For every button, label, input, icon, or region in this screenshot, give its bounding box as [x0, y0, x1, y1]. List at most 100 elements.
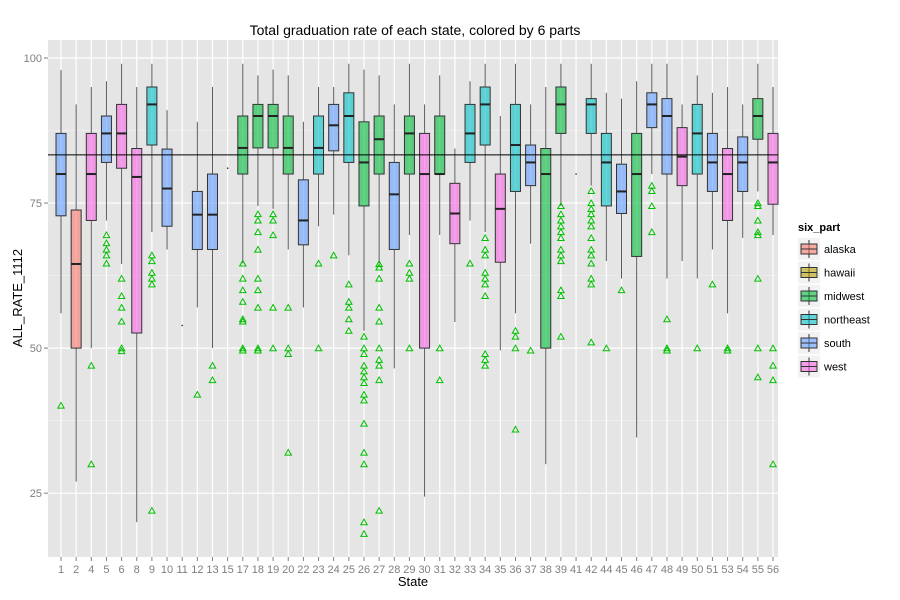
- box-west: [85, 132, 97, 221]
- x-tick-label: 12: [191, 564, 203, 576]
- x-tick-label: 9: [149, 564, 155, 576]
- box-state-23: [313, 87, 325, 352]
- legend-label: midwest: [824, 291, 864, 303]
- outlier-point: [344, 280, 353, 288]
- x-tick-label: 48: [661, 564, 673, 576]
- outlier-point: [405, 274, 414, 282]
- y-axis-title: ALL_RATE_1112: [10, 249, 25, 347]
- box-state-17: [237, 63, 249, 354]
- box-state-38: [540, 87, 552, 465]
- legend-item-northeast: northeast: [798, 308, 870, 331]
- box-state-26: [358, 69, 370, 537]
- x-axis: 1 2 4 5 6 8 9 10 11 12 13 15 17 18 19 20 22 23 24 25 26 27 28 2…: [58, 557, 779, 576]
- outlier-point: [405, 259, 414, 267]
- outlier-point: [723, 344, 732, 352]
- box-midwest: [540, 148, 552, 349]
- outlier-point: [375, 506, 384, 514]
- outlier-point: [147, 257, 156, 265]
- box-west: [722, 148, 734, 221]
- outlier-point: [647, 201, 656, 210]
- outlier-point: [768, 344, 778, 352]
- x-tick-label: 35: [494, 564, 506, 576]
- x-tick-label: 8: [134, 564, 140, 576]
- x-tick-label: 10: [161, 564, 173, 576]
- box-midwest: [267, 103, 279, 149]
- outlier-point: [284, 448, 293, 456]
- x-tick-label: 6: [119, 564, 125, 576]
- outlier-point: [587, 251, 596, 259]
- outlier-point: [117, 344, 126, 352]
- box-state-20: [282, 75, 294, 456]
- box-state-39: [555, 63, 567, 340]
- box-state-12: [191, 121, 203, 398]
- box-state-10: [161, 110, 173, 250]
- x-tick-label: 23: [312, 564, 324, 576]
- box-state-15: [226, 167, 229, 170]
- box-state-35: [494, 116, 506, 351]
- outlier-point: [359, 419, 369, 427]
- x-axis-title: State: [398, 574, 428, 589]
- outlier-point: [253, 274, 262, 282]
- outlier-point: [147, 506, 156, 514]
- outlier-point: [269, 230, 278, 239]
- outlier-point: [238, 259, 247, 267]
- x-tick-label: 27: [373, 564, 385, 576]
- box-state-8: [131, 87, 143, 523]
- box-state-4: [85, 87, 97, 468]
- x-tick-label: 26: [358, 564, 370, 576]
- x-tick-label: 50: [691, 564, 703, 576]
- outlier-point: [284, 349, 293, 358]
- box-south: [525, 144, 537, 187]
- box-state-22: [297, 121, 309, 308]
- outlier-point: [253, 344, 262, 352]
- outlier-point: [481, 251, 490, 259]
- box-west: [494, 173, 506, 263]
- outlier-point: [481, 233, 490, 241]
- outlier-point: [359, 529, 369, 537]
- outlier-point: [405, 344, 414, 352]
- box-state-24: [328, 87, 340, 259]
- outlier-point: [359, 448, 369, 456]
- legend-label: hawaii: [824, 268, 855, 280]
- outlier-point: [708, 280, 717, 288]
- outlier-point: [238, 286, 247, 294]
- box-state-28: [388, 104, 400, 369]
- box-state-32: [449, 148, 461, 322]
- outlier-point: [375, 361, 384, 369]
- box-state-46: [631, 81, 643, 438]
- x-tick-label: 29: [403, 564, 415, 576]
- outlier-point: [102, 259, 111, 267]
- box-state-1: [55, 70, 67, 409]
- outlier-point: [193, 390, 202, 398]
- outlier-point: [768, 376, 778, 384]
- outlier-point: [693, 344, 702, 352]
- box-west: [767, 132, 779, 205]
- y-tick-label: 25: [30, 488, 42, 500]
- box-northeast: [343, 92, 355, 163]
- box-south: [646, 92, 658, 129]
- outlier-point: [662, 344, 672, 352]
- box-state-48: [661, 63, 673, 354]
- box-state-41: [575, 173, 577, 175]
- box-state-44: [600, 92, 612, 352]
- outlier-point: [359, 396, 369, 404]
- legend: six_part alaska hawaii midwest northeast sou…: [798, 222, 870, 378]
- x-tick-label: 55: [752, 564, 764, 576]
- box-northeast: [509, 103, 521, 192]
- box-state-49: [676, 104, 688, 262]
- box-state-55: [752, 63, 764, 381]
- box-state-30: [419, 104, 431, 497]
- outlier-point: [435, 344, 444, 352]
- outlier-point: [102, 230, 111, 239]
- outlier-point: [481, 291, 490, 299]
- outlier-point: [375, 303, 384, 311]
- x-tick-label: 19: [267, 564, 279, 576]
- x-tick-label: 37: [524, 564, 536, 576]
- x-tick-label: 20: [282, 564, 294, 576]
- outlier-point: [587, 233, 596, 241]
- outlier-point: [753, 199, 762, 207]
- x-tick-label: 4: [88, 564, 94, 576]
- box-state-31: [434, 75, 446, 384]
- outlier-point: [647, 186, 656, 194]
